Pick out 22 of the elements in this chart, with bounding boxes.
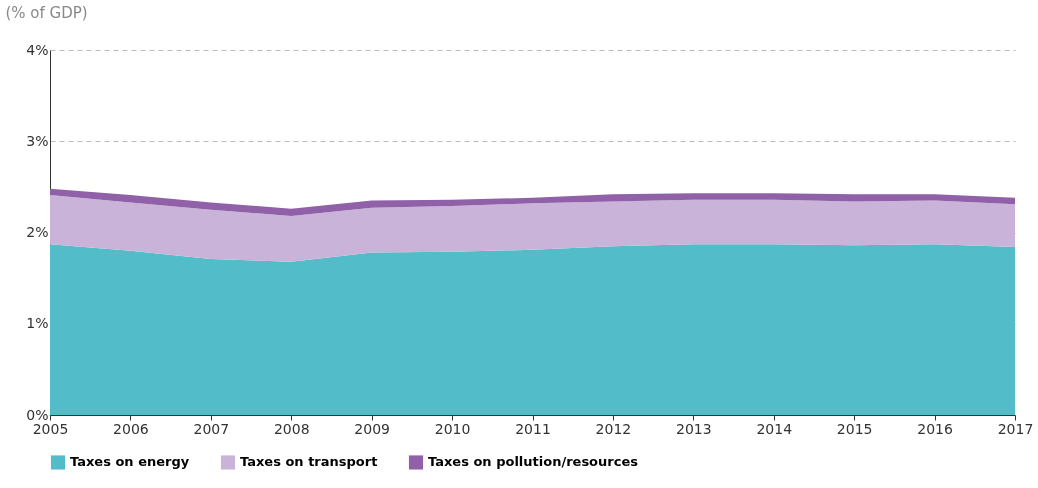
x-tick-label: 2017 <box>997 420 1034 437</box>
x-tick-label: 2014 <box>756 420 793 437</box>
x-tick-label: 2007 <box>193 420 230 437</box>
y-tick-label: 3% <box>26 132 49 149</box>
x-tick-label: 2010 <box>434 420 471 437</box>
x-tick-label: 2012 <box>595 420 632 437</box>
x-tick-label: 2005 <box>32 420 69 437</box>
x-tick-label: 2011 <box>515 420 551 437</box>
legend-label: Taxes on energy <box>70 454 190 470</box>
y-axis-title: (% of GDP) <box>5 3 88 22</box>
x-tick-label: 2015 <box>836 420 873 437</box>
legend-label: Taxes on pollution/resources <box>428 454 639 470</box>
y-tick-label: 4% <box>26 41 49 58</box>
x-tick-label: 2016 <box>917 420 953 437</box>
x-tick-label: 2008 <box>273 420 310 437</box>
y-tick-label: 0% <box>26 406 49 423</box>
x-tick-label: 2009 <box>354 420 390 437</box>
legend-label: Taxes on transport <box>240 454 378 470</box>
x-tick-label: 2006 <box>113 420 149 437</box>
y-tick-label: 2% <box>26 224 49 240</box>
y-tick-label: 1% <box>26 315 49 332</box>
x-tick-label: 2013 <box>676 420 712 437</box>
